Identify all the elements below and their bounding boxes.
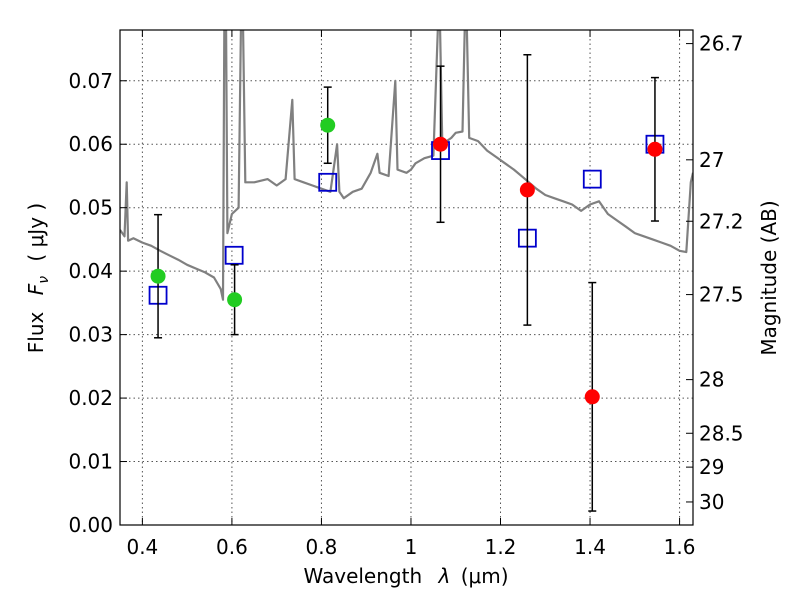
y2-tick-label: 27 [699,148,724,172]
y-axis-label-subscript: ν [36,276,52,284]
spectrum-line [120,30,693,301]
x-axis-label: Wavelength λ (μm) [303,564,508,588]
x-tick-label: 1 [405,535,418,559]
y-tick-label: 0.01 [68,450,113,474]
x-axis-label-symbol: λ [438,564,451,588]
data-point [584,389,600,405]
x-tick-label: 0.6 [216,535,248,559]
x-tick-label: 1.6 [664,535,696,559]
x-tick-label: 0.4 [126,535,158,559]
y-axis-label-prefix: Flux [24,311,48,353]
plot-frame [119,29,694,526]
y-tick-label: 0.02 [68,386,113,410]
axes-layer: 0.4 0.6 0.8 1 1.2 1.4 1.6 0.00 0.01 0.02 0.03 0.04 0… [68,29,744,559]
grid-layer [120,30,693,526]
x-axis-label-prefix: Wavelength [303,564,422,588]
model-square-marker [318,172,338,192]
data-point [227,292,243,308]
y2-tick-label: 27.2 [699,209,744,233]
right-axis-label: Magnitude (AB) [757,200,781,355]
y2-tick-label: 28.5 [699,421,744,445]
data-point [433,136,449,152]
y2-tick-label: 27.5 [699,283,744,307]
y-tick-label: 0.07 [68,69,113,93]
x-tick-label: 1.4 [574,535,606,559]
data-point [320,117,336,133]
y-tick-label: 0.03 [68,323,113,347]
data-point [150,268,166,284]
x-tick-label: 0.8 [306,535,338,559]
y2-tick-label: 28 [699,368,724,392]
model-square-marker [224,245,244,265]
y-tick-label: 0.06 [68,132,113,156]
y-axis-label-unit: ( μJy ) [24,203,48,262]
y-axis-label: Flux Fν ( μJy ) [24,203,53,353]
y2-tick-label: 30 [699,490,724,514]
x-axis-label-unit: (μm) [461,564,509,588]
y-tick-label: 0.05 [68,196,113,220]
y2-tick-label: 29 [699,455,724,479]
data-point [647,141,663,157]
plot-layer [120,30,693,512]
y-axis-label-symbol: F [24,283,48,295]
plot-clipped [120,30,693,512]
model-square-marker [582,169,602,189]
y-tick-label: 0.04 [68,259,113,283]
y-tick-label: 0.00 [68,513,113,537]
data-point [519,182,535,198]
y2-tick-label: 26.7 [699,32,744,56]
x-tick-label: 1.2 [485,535,517,559]
